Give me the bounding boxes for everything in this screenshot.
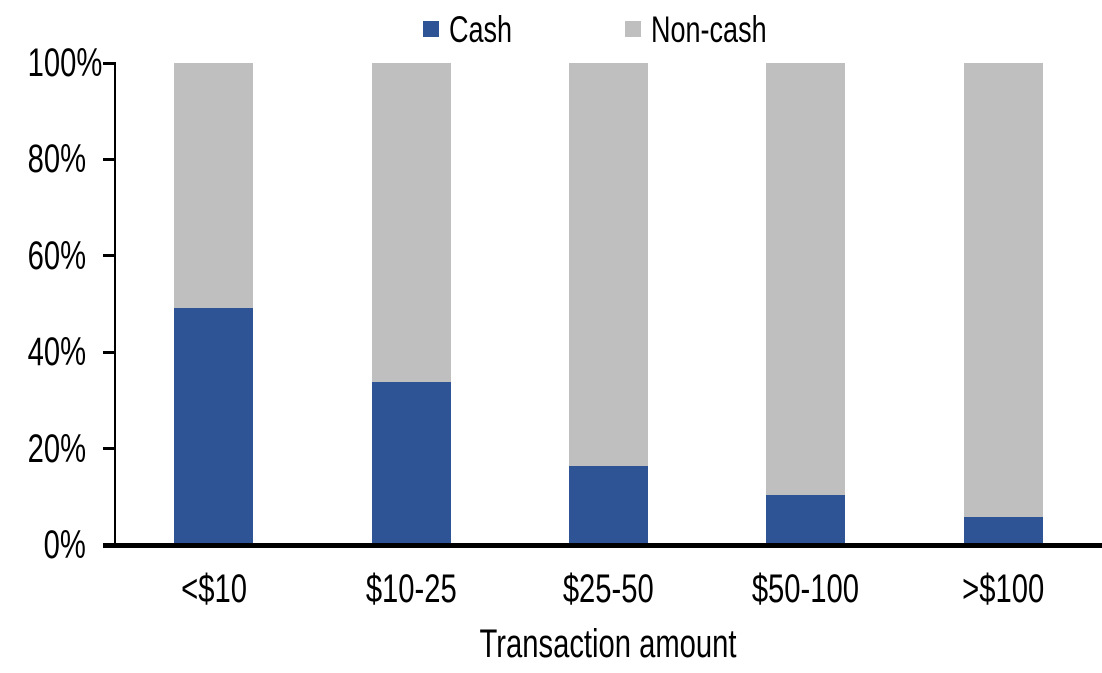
y-tick-label: 0% — [0, 525, 86, 565]
x-tick-label-text: >$100 — [962, 567, 1045, 611]
plot-area — [115, 63, 1102, 543]
y-tick-mark — [103, 254, 116, 258]
x-axis-title-text: Transaction amount — [480, 622, 737, 666]
y-tick-label: 20% — [0, 429, 86, 469]
y-tick-label: 100% — [0, 43, 103, 83]
y-tick-label-text: 80% — [27, 137, 86, 182]
y-axis-line — [114, 63, 116, 545]
y-tick-mark — [103, 447, 116, 451]
bar-stack-10 — [174, 63, 254, 543]
bar-slot-10-25 — [312, 63, 509, 543]
x-tick-label: >$100 — [905, 569, 1102, 609]
y-tick-mark — [103, 157, 116, 161]
y-tick-label-text: 20% — [27, 426, 86, 471]
legend-swatch-non-cash-icon — [625, 21, 641, 37]
bar-slot-25-50 — [510, 63, 707, 543]
legend-swatch-cash-icon — [423, 21, 439, 37]
x-tick-label-text: <$10 — [180, 567, 247, 611]
x-axis-line — [103, 543, 1102, 548]
x-tick-label-text: $10-25 — [365, 567, 457, 611]
legend-label: Non-cash — [651, 8, 767, 50]
bar-stack-25-50 — [569, 63, 649, 543]
y-tick-label: 80% — [0, 139, 86, 179]
bar-segment-10-cash — [174, 307, 254, 543]
bar-slot-10 — [115, 63, 312, 543]
y-tick-label: 40% — [0, 332, 86, 372]
y-tick-label-text: 60% — [27, 233, 86, 278]
bar-slot-50-100 — [707, 63, 904, 543]
bar-segment-50-100-cash — [766, 495, 846, 543]
bar-stack-10-25 — [371, 63, 451, 543]
bar-segment-50-100-non-cash — [766, 63, 846, 495]
bar-segment-100-non-cash — [963, 63, 1043, 517]
bar-segment-25-50-non-cash — [569, 63, 649, 467]
y-tick-label: 60% — [0, 236, 86, 276]
y-tick-label-text: 100% — [27, 41, 103, 85]
bar-segment-10-25-non-cash — [371, 63, 451, 383]
bar-segment-100-cash — [963, 516, 1043, 543]
bar-stack-50-100 — [766, 63, 846, 543]
bar-segment-10-25-cash — [371, 382, 451, 543]
bar-segment-25-50-cash — [569, 466, 649, 543]
y-tick-mark — [103, 61, 116, 65]
y-tick-mark — [103, 350, 116, 354]
bar-stack-100 — [963, 63, 1043, 543]
x-tick-label-text: $50-100 — [752, 567, 860, 611]
x-tick-label: $10-25 — [312, 569, 509, 609]
bar-slot-100 — [905, 63, 1102, 543]
y-tick-label-text: 0% — [43, 523, 86, 567]
x-axis-title: Transaction amount — [115, 624, 1102, 664]
x-tick-label: <$10 — [115, 569, 312, 609]
x-tick-label: $50-100 — [707, 569, 904, 609]
legend-label: Cash — [449, 8, 513, 50]
bar-segment-10-non-cash — [174, 63, 254, 308]
legend-item-cash: Cash — [423, 11, 535, 48]
legend-item-non-cash: Non-cash — [625, 11, 809, 48]
y-tick-label-text: 40% — [27, 330, 86, 375]
x-tick-label: $25-50 — [510, 569, 707, 609]
x-tick-label-text: $25-50 — [563, 567, 654, 611]
legend: Cash Non-cash — [0, 0, 1102, 50]
